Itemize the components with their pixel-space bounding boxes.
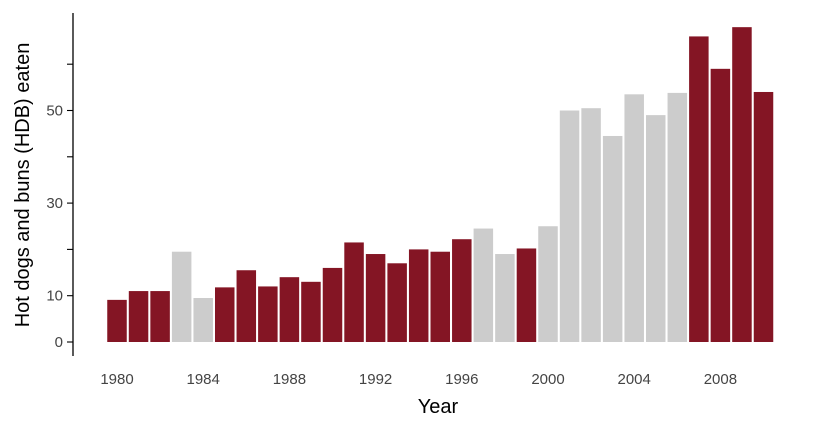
y-tick-label-30: 30 bbox=[46, 195, 63, 212]
bar-2003 bbox=[602, 135, 623, 342]
bar-1996 bbox=[452, 239, 472, 342]
bar-1993 bbox=[387, 263, 407, 342]
bar-1999 bbox=[516, 248, 537, 342]
y-tick-label-10: 10 bbox=[46, 288, 63, 305]
y-axis-title: Hot dogs and buns (HDB) eaten bbox=[12, 43, 34, 328]
bars-group bbox=[107, 27, 774, 343]
bar-1985 bbox=[215, 287, 235, 342]
x-tick-label-2004: 2004 bbox=[618, 371, 651, 388]
bar-2006 bbox=[667, 92, 688, 342]
bar-1998 bbox=[495, 254, 515, 342]
y-tick-label-50: 50 bbox=[46, 103, 63, 120]
bar-1995 bbox=[430, 251, 450, 342]
bar-2004 bbox=[624, 94, 644, 342]
bar-1983 bbox=[171, 251, 192, 342]
x-tick-label-1996: 1996 bbox=[445, 371, 478, 388]
bar-2008 bbox=[710, 68, 731, 342]
bar-2005 bbox=[646, 115, 666, 342]
bar-1987 bbox=[258, 286, 278, 342]
bar-1986 bbox=[236, 270, 257, 342]
bar-2007 bbox=[689, 36, 709, 343]
x-ticks-group: 1980 1984 1988 1992 1996 2000 2004 2008 bbox=[100, 371, 737, 388]
bar-2010 bbox=[753, 91, 774, 342]
x-tick-label-1992: 1992 bbox=[359, 371, 392, 388]
bar-1997 bbox=[473, 228, 494, 342]
bar-1980 bbox=[107, 299, 127, 342]
bar-1994 bbox=[408, 249, 429, 342]
x-tick-label-1980: 1980 bbox=[100, 371, 133, 388]
bar-1991 bbox=[344, 242, 364, 342]
x-tick-label-2008: 2008 bbox=[704, 371, 737, 388]
bar-1990 bbox=[322, 267, 343, 342]
y-tick-label-0: 0 bbox=[55, 334, 63, 351]
y-ticks-group: 0 10 30 50 bbox=[46, 63, 73, 351]
bar-1984 bbox=[193, 298, 213, 342]
bar-2000 bbox=[538, 226, 558, 342]
x-tick-label-1984: 1984 bbox=[187, 371, 220, 388]
bar-2009 bbox=[732, 27, 752, 342]
bar-1981 bbox=[128, 291, 149, 342]
x-tick-label-1988: 1988 bbox=[273, 371, 306, 388]
bar-1988 bbox=[279, 277, 300, 342]
bar-1992 bbox=[365, 254, 386, 342]
x-tick-label-2000: 2000 bbox=[531, 371, 564, 388]
bar-2002 bbox=[581, 108, 601, 342]
bar-2001 bbox=[559, 110, 580, 342]
bar-1982 bbox=[150, 291, 170, 342]
bar-1989 bbox=[301, 281, 321, 342]
x-axis-title: Year bbox=[418, 396, 459, 418]
